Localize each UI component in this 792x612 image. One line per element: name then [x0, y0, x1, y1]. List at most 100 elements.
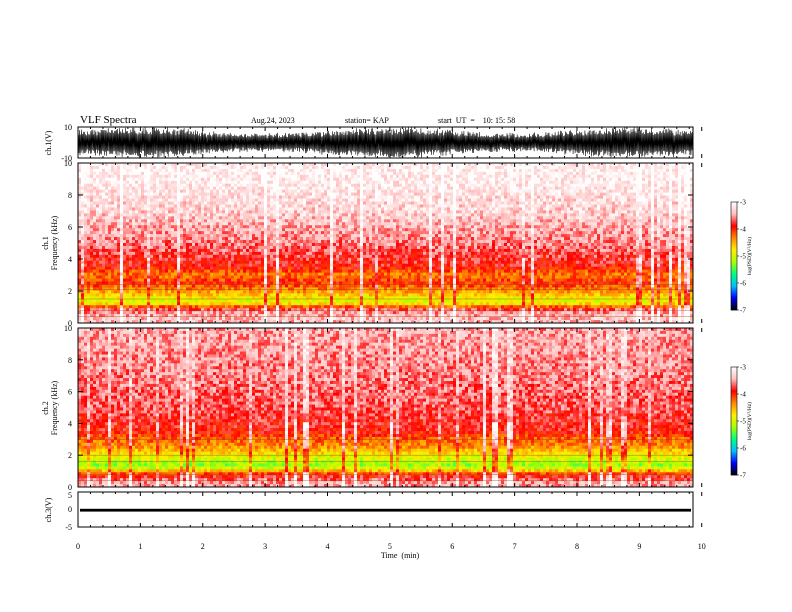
spectrogram-cell — [552, 168, 556, 173]
spectrogram-cell — [222, 207, 226, 211]
spectrogram-cell — [534, 198, 538, 202]
spectrogram-cell — [309, 177, 313, 182]
spectrogram-cell — [600, 201, 604, 205]
spectrogram-cell — [645, 186, 649, 191]
spectrogram-cell — [165, 207, 169, 211]
spectrogram-cell — [87, 204, 91, 208]
spectrogram-cell — [459, 210, 463, 214]
spectrogram-cell — [663, 192, 667, 196]
spectrogram-cell — [513, 183, 517, 188]
spectrogram-cell — [429, 192, 433, 196]
spectrogram-cell — [315, 207, 319, 211]
spectrogram-cell — [312, 180, 316, 185]
spectrogram-cell — [402, 207, 406, 211]
spectrogram-cell — [456, 231, 460, 235]
spectrogram-cell — [432, 163, 436, 167]
spectrogram-cell — [630, 210, 634, 214]
spectrogram-cell — [273, 177, 277, 182]
spectrogram-cell — [354, 177, 358, 182]
spectrogram-cell — [225, 198, 229, 202]
spectrogram-cell — [369, 177, 373, 182]
spectrogram-cell — [216, 216, 220, 220]
spectrogram-cell — [417, 180, 421, 185]
spectrogram-cell — [216, 177, 220, 182]
spectrogram-cell — [345, 204, 349, 208]
spectrogram-cell — [237, 210, 241, 214]
spectrogram-cell — [222, 177, 226, 182]
spectrogram-cell — [216, 219, 220, 223]
spectrogram-cell — [354, 210, 358, 214]
spectrogram-cell — [615, 174, 619, 179]
spectrogram-cell — [522, 163, 526, 167]
spectrogram-cell — [453, 174, 457, 179]
spectrogram-cell — [114, 204, 118, 208]
spectrogram-cell — [645, 228, 649, 232]
spectrogram-cell — [276, 219, 280, 223]
spectrogram-cell — [189, 168, 193, 173]
spectrogram-cell — [585, 210, 589, 214]
spectrogram-cell — [486, 213, 490, 217]
spectrogram-cell — [171, 168, 175, 173]
spectrogram-cell — [132, 231, 136, 235]
spectrogram-cell — [135, 204, 139, 208]
spectrogram-cell — [561, 228, 565, 232]
spectrogram-cell — [225, 186, 229, 191]
spectrogram-cell — [189, 204, 193, 208]
spectrogram-cell — [639, 180, 643, 185]
spectrogram-cell — [249, 163, 253, 167]
spectrogram-cell — [93, 189, 97, 194]
spectrogram-cell — [612, 225, 616, 229]
spectrogram-cell — [195, 228, 199, 232]
spectrogram-cell — [300, 177, 304, 182]
spectrogram-cell — [453, 219, 457, 223]
spectrogram-cell — [162, 183, 166, 188]
spectrogram-cell — [291, 231, 295, 235]
spectrogram-cell — [495, 189, 499, 194]
spectrogram-cell — [174, 183, 178, 188]
spectrogram-cell — [528, 189, 532, 194]
spectrogram-cell — [663, 174, 667, 179]
spectrogram-cell — [291, 189, 295, 194]
spectrogram-cell — [279, 204, 283, 208]
spectrogram-cell — [603, 165, 607, 170]
spectrogram-cell — [219, 171, 223, 176]
spectrogram-cell — [516, 213, 520, 217]
spectrogram-cell — [588, 201, 592, 205]
spectrogram-cell — [624, 177, 628, 182]
spectrogram-cell — [162, 198, 166, 202]
spectrogram-cell — [627, 210, 631, 214]
spectrogram-cell — [126, 177, 130, 182]
spectrogram-cell — [285, 210, 289, 214]
spectrogram-cell — [651, 231, 655, 235]
spectrogram-cell — [588, 216, 592, 220]
spectrogram-cell — [660, 216, 664, 220]
spectrogram-cell — [450, 216, 454, 220]
spectrogram-cell — [525, 207, 529, 211]
spectrogram-cell — [270, 177, 274, 182]
spectrogram-cell — [213, 216, 217, 220]
spectrogram-cell — [669, 183, 673, 188]
spectrogram-cell — [156, 163, 160, 167]
spectrogram-cell — [480, 189, 484, 194]
spectrogram-cell — [501, 180, 505, 185]
spectrogram-cell — [102, 186, 106, 191]
spectrogram-cell — [606, 195, 610, 199]
spectrogram-cell — [486, 163, 490, 167]
spectrogram-cell — [459, 177, 463, 182]
spectrogram-cell — [603, 171, 607, 176]
spectrogram-cell — [591, 225, 595, 229]
spectrogram-cell — [609, 219, 613, 223]
spectrogram-cell — [591, 213, 595, 217]
spectrogram-cell — [390, 171, 394, 176]
spectrogram-cell — [489, 186, 493, 191]
spectrogram-cell — [336, 165, 340, 170]
spectrogram-cell — [126, 186, 130, 191]
spectrogram-cell — [315, 231, 319, 235]
spectrogram-cell — [579, 225, 583, 229]
spectrogram-cell — [315, 168, 319, 173]
spectrogram-cell — [504, 204, 508, 208]
spectrogram-cell — [291, 222, 295, 226]
spectrogram-cell — [450, 183, 454, 188]
spectrogram-cell — [561, 171, 565, 176]
spectrogram-cell — [132, 177, 136, 182]
